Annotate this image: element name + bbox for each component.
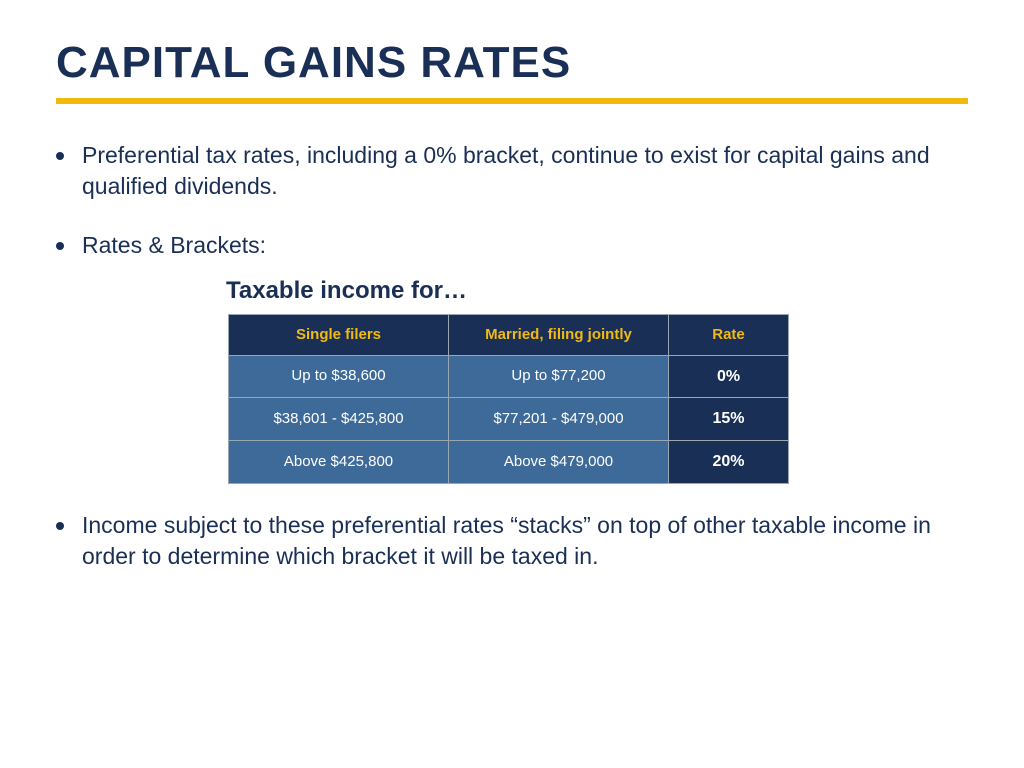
cell-single: Up to $38,600 <box>229 355 449 398</box>
table-header-row: Single filers Married, filing jointly Ra… <box>229 314 789 355</box>
bullet-text: Rates & Brackets: <box>82 230 266 261</box>
table-row: $38,601 - $425,800 $77,201 - $479,000 15… <box>229 398 789 441</box>
col-header-single: Single filers <box>229 314 449 355</box>
title-underline <box>56 98 968 104</box>
cell-rate: 0% <box>669 355 789 398</box>
bullet-text: Income subject to these preferential rat… <box>82 510 968 572</box>
cell-single: $38,601 - $425,800 <box>229 398 449 441</box>
slide-body: Preferential tax rates, including a 0% b… <box>56 140 968 572</box>
col-header-rate: Rate <box>669 314 789 355</box>
bullet-dot-icon <box>56 152 64 160</box>
cell-rate: 15% <box>669 398 789 441</box>
table-subhead: Taxable income for… <box>226 275 968 307</box>
slide: CAPITAL GAINS RATES Preferential tax rat… <box>0 0 1024 768</box>
cell-married: Above $479,000 <box>449 440 669 483</box>
cell-single: Above $425,800 <box>229 440 449 483</box>
cell-rate: 20% <box>669 440 789 483</box>
slide-title: CAPITAL GAINS RATES <box>56 38 968 88</box>
bullet-item: Income subject to these preferential rat… <box>56 510 968 572</box>
table-row: Above $425,800 Above $479,000 20% <box>229 440 789 483</box>
table-row: Up to $38,600 Up to $77,200 0% <box>229 355 789 398</box>
cell-married: Up to $77,200 <box>449 355 669 398</box>
bullet-dot-icon <box>56 522 64 530</box>
bullet-item: Preferential tax rates, including a 0% b… <box>56 140 968 202</box>
cell-married: $77,201 - $479,000 <box>449 398 669 441</box>
bullet-item: Rates & Brackets: <box>56 230 968 261</box>
rates-table: Single filers Married, filing jointly Ra… <box>228 314 789 484</box>
bullet-dot-icon <box>56 242 64 250</box>
bullet-text: Preferential tax rates, including a 0% b… <box>82 140 968 202</box>
col-header-married: Married, filing jointly <box>449 314 669 355</box>
